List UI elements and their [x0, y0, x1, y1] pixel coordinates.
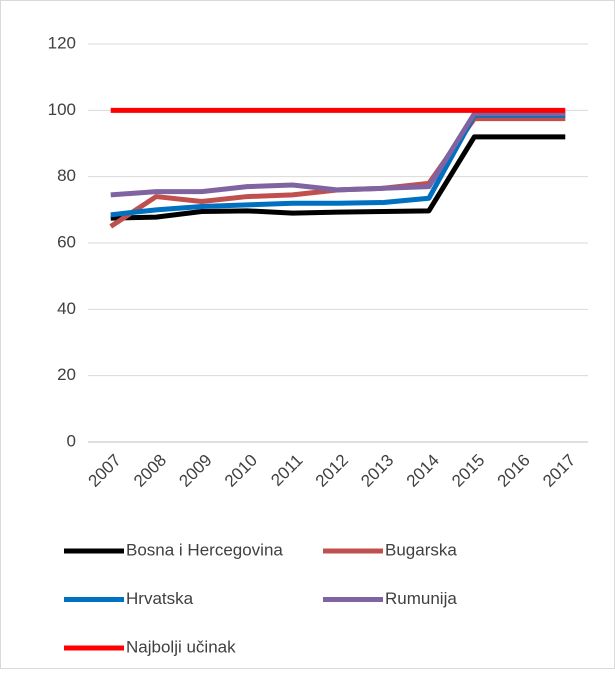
series-line [110, 134, 566, 221]
series-line [110, 111, 566, 198]
legend-label: Bosna i Hercegovina [126, 540, 283, 559]
y-tick-label: 60 [57, 232, 76, 251]
legend-label: Najbolji učinak [126, 637, 236, 656]
y-tick-label: 40 [57, 299, 76, 318]
y-tick-label: 100 [48, 100, 76, 119]
legend-label: Hrvatska [126, 589, 194, 608]
legend-label: Rumunija [385, 589, 457, 608]
y-tick-label: 0 [67, 431, 76, 450]
y-tick-label: 80 [57, 166, 76, 185]
y-tick-label: 120 [48, 33, 76, 52]
legend-label: Bugarska [385, 540, 457, 559]
y-tick-label: 20 [57, 365, 76, 384]
